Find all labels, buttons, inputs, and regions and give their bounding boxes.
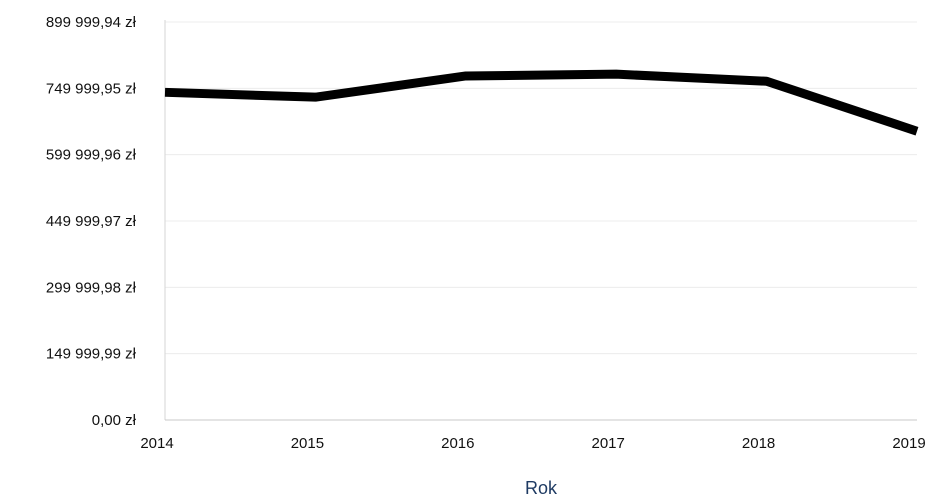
x-tick-label: 2014 — [140, 435, 173, 452]
y-tick-label: 599 999,96 zł — [46, 147, 137, 164]
x-tick-label: 2016 — [441, 435, 474, 452]
x-tick-label: 2018 — [742, 435, 775, 452]
y-tick-label: 749 999,95 zł — [46, 80, 137, 97]
y-tick-label: 449 999,97 zł — [46, 213, 137, 230]
y-tick-label: 299 999,98 zł — [46, 279, 137, 296]
series-line — [164, 69, 919, 136]
x-tick-labels: 2014 2015 2016 2017 2018 2019 — [140, 435, 925, 452]
grid-lines — [165, 21, 917, 355]
x-tick-label: 2019 — [892, 435, 925, 452]
y-tick-label: 899 999,94 zł — [46, 14, 137, 31]
x-axis-title: Rok — [525, 478, 558, 498]
x-tick-label: 2017 — [592, 435, 625, 452]
y-tick-label: 149 999,99 zł — [46, 346, 137, 363]
series-lines — [164, 69, 919, 136]
axes — [164, 20, 917, 421]
y-tick-label: 0,00 zł — [92, 412, 137, 429]
x-tick-label: 2015 — [291, 435, 324, 452]
y-tick-labels: 0,00 zł 149 999,99 zł 299 999,98 zł 449 999… — [46, 14, 137, 429]
